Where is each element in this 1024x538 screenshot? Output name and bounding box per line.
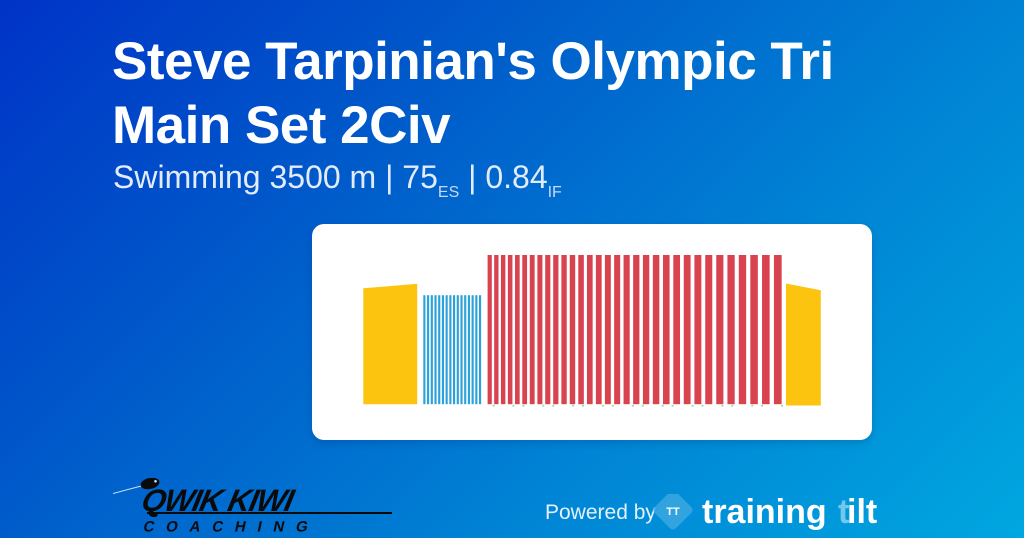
svg-text:TT: TT: [666, 506, 680, 518]
svg-text:COACHING: COACHING: [142, 519, 322, 536]
svg-text:Powered by: Powered by: [545, 501, 656, 524]
svg-text:training: training: [702, 494, 827, 530]
svg-text:ilt: ilt: [847, 494, 877, 530]
